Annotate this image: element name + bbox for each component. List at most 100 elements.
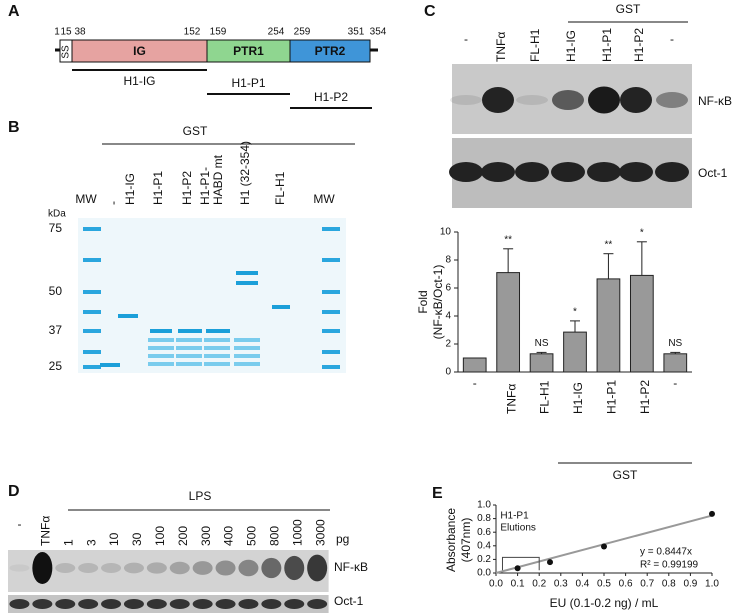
gel-smear: [176, 362, 202, 366]
blot-band: [32, 552, 53, 584]
kda-label: 25: [49, 359, 63, 373]
blot-band: [482, 87, 514, 113]
gel-band: [236, 281, 258, 285]
blot-band: [449, 162, 483, 182]
gel-smear: [176, 354, 202, 358]
blot-band: [238, 559, 259, 577]
x-tick-label: -: [673, 376, 677, 390]
x-tick-label: 0.8: [662, 579, 676, 590]
y-axis-label: Absorbance: [444, 508, 458, 572]
group-label: GST: [183, 124, 208, 138]
gel-smear: [204, 362, 230, 366]
blot-label: Oct-1: [334, 594, 364, 608]
blot-band: [450, 95, 482, 105]
blot-band: [9, 564, 30, 572]
y-axis-label: (NF-κB/Oct-1): [431, 265, 445, 340]
y-tick-label: 0.6: [477, 527, 491, 538]
domain-label: SS: [61, 45, 72, 59]
lane-label: FL-H1: [528, 28, 542, 62]
blot-band: [215, 560, 236, 576]
gel-band: [322, 290, 340, 294]
gel-band: [83, 365, 101, 369]
x-tick-label: 0.1: [511, 579, 525, 590]
gel-smear: [234, 354, 260, 358]
blot-label: NF-κB: [334, 560, 368, 574]
significance-label: **: [504, 234, 512, 245]
blot-band: [551, 162, 585, 182]
lane-label: 30: [130, 532, 144, 546]
gel-smear: [176, 338, 202, 342]
x-tick-label: 0.0: [489, 579, 503, 590]
residue-number: 1: [54, 27, 60, 38]
data-point: [601, 543, 607, 550]
x-tick-label: H1-IG: [571, 382, 585, 414]
bracket: [501, 556, 540, 571]
x-tick-label: 0.6: [619, 579, 633, 590]
significance-label: NS: [668, 338, 682, 349]
lane-label: H1-IG: [123, 173, 137, 205]
y-tick-label: 6: [445, 283, 451, 294]
blot-band: [655, 162, 689, 182]
kda-label: 50: [49, 284, 63, 298]
y-tick-label: 1.0: [477, 500, 491, 511]
y-tick-label: 4: [445, 311, 451, 322]
construct-label: H1-P2: [314, 90, 348, 104]
gel-band: [83, 350, 101, 354]
significance-label: NS: [535, 338, 549, 349]
significance-label: **: [605, 239, 613, 250]
gel-band: [178, 329, 202, 333]
x-tick-label: H1-P1: [605, 380, 619, 414]
blot-label: Oct-1: [698, 166, 728, 180]
lane-label: -: [464, 32, 468, 46]
blot-band: [32, 599, 53, 609]
y-tick-label: 0.2: [477, 554, 491, 565]
data-point: [547, 559, 553, 566]
lane-label: H1-P1-: [198, 167, 212, 205]
gel-band: [206, 329, 230, 333]
gel-smear: [204, 354, 230, 358]
residue-number: 152: [184, 27, 201, 38]
lane-label: H1-P1: [600, 28, 614, 62]
lane-label: -: [670, 32, 674, 46]
lane-label: -: [17, 517, 21, 531]
residue-number: 259: [294, 27, 311, 38]
domain-label: PTR1: [233, 44, 264, 58]
panel-label: C: [424, 3, 436, 20]
lane-label: H1-IG: [564, 30, 578, 62]
blot-band: [261, 557, 282, 579]
gel-band: [83, 258, 101, 262]
gel-smear: [176, 346, 202, 350]
lane-label: 3: [84, 539, 98, 546]
panel-label: B: [8, 119, 20, 136]
gel-band: [83, 310, 101, 314]
annotation: y = 0.8447x: [640, 547, 692, 558]
annotation: H1-P1: [500, 511, 529, 522]
gel-smear: [148, 362, 174, 366]
bar: [462, 357, 487, 373]
y-axis-label: (407nm): [459, 518, 473, 563]
lane-label: TNFα: [494, 32, 508, 62]
blot-label: NF-κB: [698, 94, 732, 108]
x-tick-label: 0.7: [640, 579, 654, 590]
x-tick-label: H1-P2: [638, 380, 652, 414]
lane-label: TNFα: [39, 516, 53, 546]
blot-band: [101, 563, 122, 573]
y-axis-label: Fold: [416, 290, 430, 313]
x-tick-label: TNFα: [504, 384, 518, 414]
residue-number: 38: [74, 27, 86, 38]
x-tick-label: 1.0: [705, 579, 719, 590]
gel-band: [118, 314, 138, 318]
lane-label: 1: [61, 539, 75, 546]
residue-number: 354: [370, 27, 387, 38]
blot-band: [619, 162, 653, 182]
blot-band: [307, 554, 328, 582]
lane-label: 300: [199, 526, 213, 546]
lane-label: HABD mt: [211, 154, 225, 205]
gel-band: [83, 290, 101, 294]
lane-label: H1 (32-354): [238, 141, 252, 205]
y-tick-label: 2: [445, 339, 451, 350]
blot-band: [123, 562, 144, 574]
group-label: LPS: [189, 489, 212, 503]
blot-band: [588, 86, 620, 114]
